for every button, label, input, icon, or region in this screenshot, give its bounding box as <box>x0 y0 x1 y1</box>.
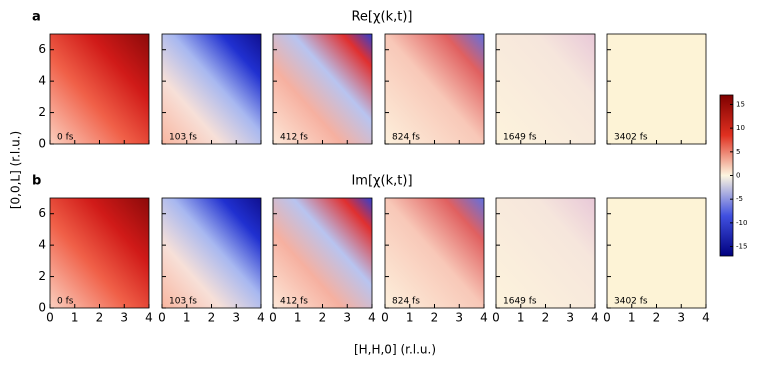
y-tick-label: 4 <box>38 238 46 252</box>
time-label: 1649 fs <box>503 297 537 307</box>
y-tick-label: 4 <box>38 74 46 88</box>
x-tick-label: 1 <box>294 311 302 325</box>
x-tick-label: 2 <box>653 311 661 325</box>
x-tick-label: 4 <box>145 311 153 325</box>
heatmap <box>496 34 595 144</box>
colorbar-tick-label: -10 <box>736 219 747 227</box>
time-label: 0 fs <box>57 133 74 143</box>
panel-letter: b <box>32 174 41 189</box>
x-tick-label: 0 <box>269 311 277 325</box>
x-tick-label: 4 <box>480 311 488 325</box>
x-tick-label: 0 <box>603 311 611 325</box>
heatmap <box>162 34 261 144</box>
heatmap <box>385 34 484 144</box>
y-axis-label: [0,0,L] (r.l.u.) <box>9 131 23 209</box>
x-tick-label: 1 <box>183 311 191 325</box>
x-tick-label: 3 <box>120 311 128 325</box>
x-tick-label: 4 <box>368 311 376 325</box>
y-tick-label: 2 <box>38 269 46 283</box>
row-title: Im[χ(k,t)] <box>351 174 412 189</box>
time-label: 103 fs <box>169 133 197 143</box>
y-tick-label: 6 <box>38 42 46 56</box>
x-tick-label: 2 <box>319 311 327 325</box>
colorbar-tick-label: -15 <box>736 243 747 251</box>
x-tick-label: 1 <box>517 311 525 325</box>
x-tick-label: 2 <box>542 311 550 325</box>
heatmap <box>50 198 149 308</box>
colorbar-tick-label: 10 <box>736 124 745 132</box>
x-axis-label: [H,H,0] (r.l.u.) <box>354 343 436 357</box>
time-label: 824 fs <box>392 133 420 143</box>
x-tick-label: 1 <box>628 311 636 325</box>
row-title: Re[χ(k,t)] <box>351 10 412 25</box>
colorbar-tick-label: 0 <box>736 172 740 180</box>
x-tick-label: 4 <box>702 311 710 325</box>
panel-letter: a <box>32 10 41 25</box>
colorbar-tick-label: 5 <box>736 148 740 156</box>
x-tick-label: 3 <box>343 311 351 325</box>
heatmap <box>607 34 706 144</box>
x-tick-label: 2 <box>96 311 104 325</box>
time-label: 412 fs <box>280 297 308 307</box>
time-label: 3402 fs <box>614 133 648 143</box>
x-tick-label: 3 <box>455 311 463 325</box>
time-label: 824 fs <box>392 297 420 307</box>
heatmap <box>273 198 372 308</box>
y-tick-label: 0 <box>38 301 46 315</box>
y-tick-label: 2 <box>38 105 46 119</box>
time-label: 103 fs <box>169 297 197 307</box>
x-tick-label: 0 <box>381 311 389 325</box>
y-tick-label: 6 <box>38 206 46 220</box>
time-label: 412 fs <box>280 133 308 143</box>
time-label: 3402 fs <box>614 297 648 307</box>
x-tick-label: 2 <box>208 311 216 325</box>
x-tick-label: 0 <box>46 311 54 325</box>
x-tick-label: 4 <box>591 311 599 325</box>
x-tick-label: 3 <box>566 311 574 325</box>
x-tick-label: 0 <box>492 311 500 325</box>
x-tick-label: 1 <box>406 311 414 325</box>
x-tick-label: 0 <box>158 311 166 325</box>
x-tick-label: 3 <box>677 311 685 325</box>
heatmap <box>385 198 484 308</box>
x-tick-label: 4 <box>257 311 265 325</box>
colorbar-tick-label: 15 <box>736 100 745 108</box>
heatmap <box>50 34 149 144</box>
y-tick-label: 0 <box>38 137 46 151</box>
heatmap <box>607 198 706 308</box>
heatmap <box>273 34 372 144</box>
colorbar-tick-label: -5 <box>736 195 743 203</box>
time-label: 1649 fs <box>503 133 537 143</box>
heatmap <box>496 198 595 308</box>
heatmap <box>162 198 261 308</box>
x-tick-label: 3 <box>232 311 240 325</box>
x-tick-label: 1 <box>71 311 79 325</box>
time-label: 0 fs <box>57 297 74 307</box>
x-tick-label: 2 <box>431 311 439 325</box>
